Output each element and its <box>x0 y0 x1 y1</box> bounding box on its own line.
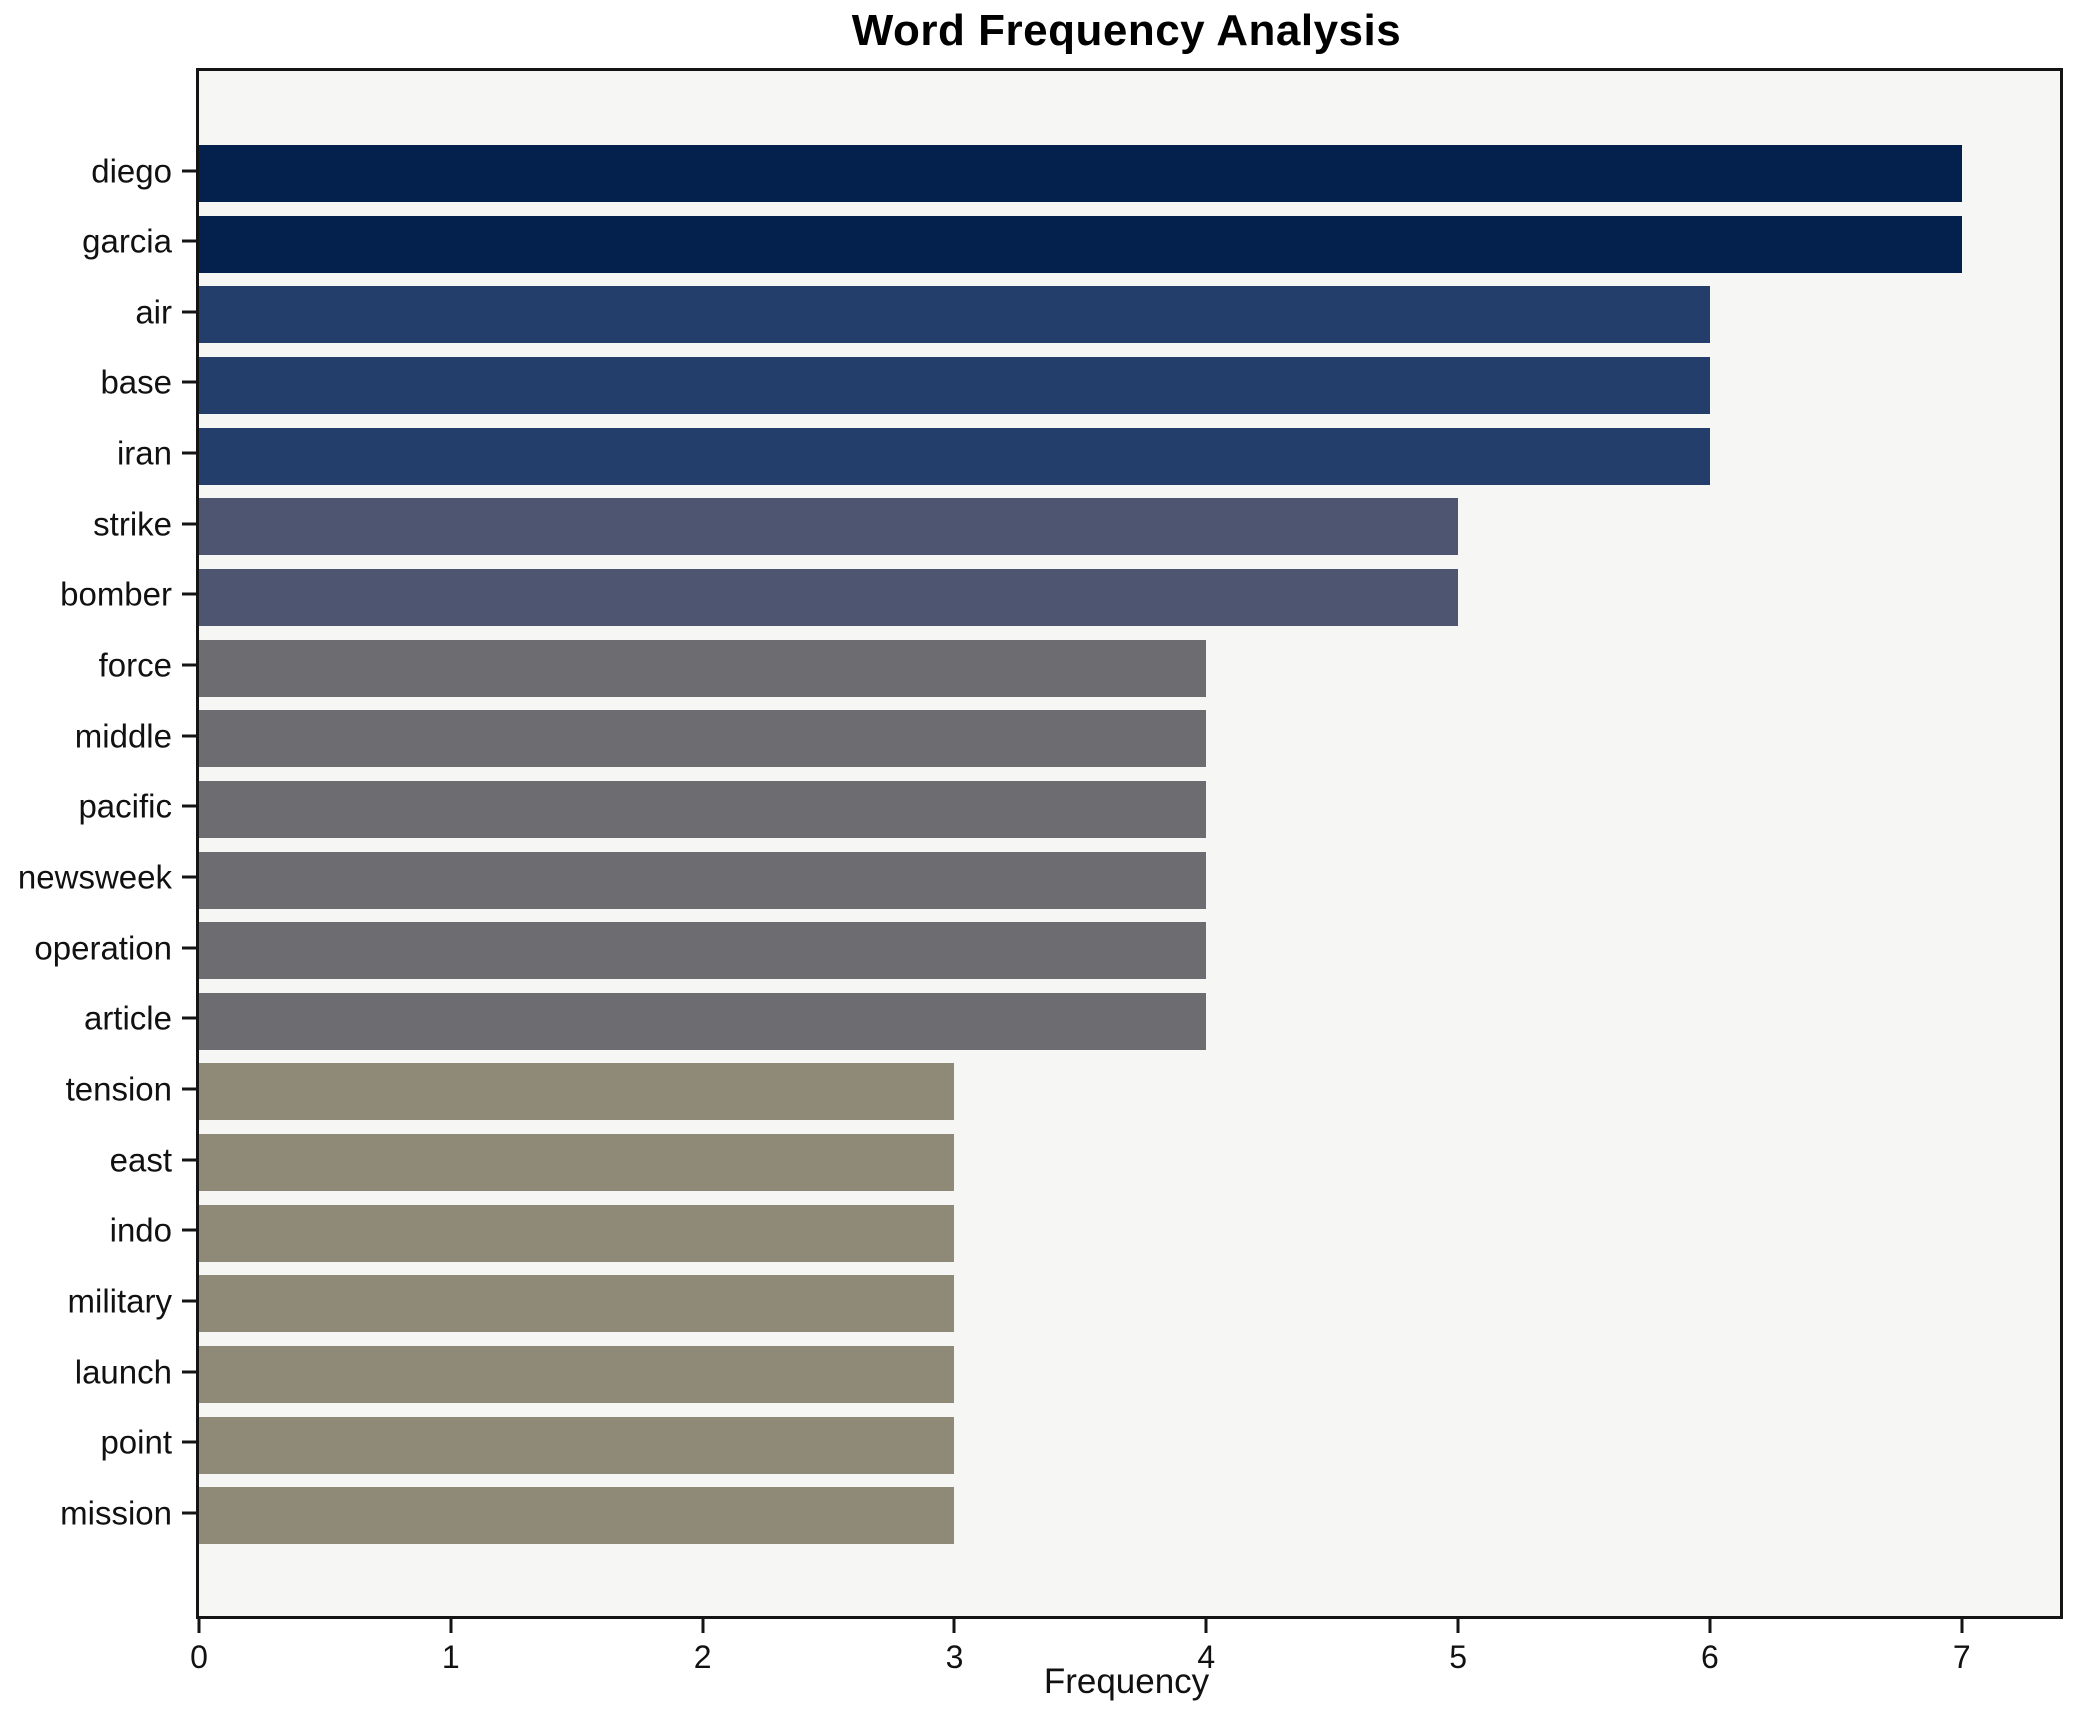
x-tick-label-6: 6 <box>1701 1639 1719 1675</box>
bar-iran <box>199 427 1710 485</box>
x-tick-mark-3 <box>952 1619 956 1633</box>
bar-operation <box>199 922 1207 980</box>
y-tick-mark-diego <box>182 169 196 172</box>
x-tick-mark-1 <box>449 1619 453 1633</box>
bar-article <box>199 992 1207 1050</box>
x-tick-label-1: 1 <box>441 1639 460 1675</box>
y-tick-label-newsweek: newsweek <box>17 858 172 896</box>
bar-indo <box>199 1204 955 1262</box>
x-tick-label-7: 7 <box>1952 1639 1971 1675</box>
bar-air <box>199 286 1710 344</box>
x-tick-mark-6 <box>1708 1619 1712 1633</box>
x-tick-label-2: 2 <box>693 1639 712 1675</box>
y-tick-mark-military <box>182 1299 196 1303</box>
x-tick-label-3: 3 <box>945 1639 964 1675</box>
y-tick-mark-strike <box>182 522 196 526</box>
bar-pacific <box>199 780 1207 838</box>
y-tick-mark-newsweek <box>182 875 196 879</box>
y-tick-label-iran: iran <box>116 434 172 472</box>
bar-tension <box>199 1063 955 1121</box>
y-tick-mark-launch <box>182 1370 196 1374</box>
x-axis-title: Frequency <box>1043 1662 1210 1701</box>
y-tick-label-air: air <box>135 293 172 331</box>
y-tick-label-garcia: garcia <box>82 222 172 260</box>
bar-middle <box>199 710 1207 768</box>
y-tick-label-indo: indo <box>109 1211 172 1249</box>
y-tick-label-strike: strike <box>93 505 172 543</box>
y-tick-label-base: base <box>100 363 172 401</box>
bar-east <box>199 1134 955 1192</box>
x-tick-mark-5 <box>1456 1619 1460 1633</box>
y-tick-mark-tension <box>182 1087 196 1091</box>
y-tick-label-middle: middle <box>74 717 172 755</box>
bar-force <box>199 639 1207 697</box>
y-tick-label-military: military <box>67 1282 173 1320</box>
bar-base <box>199 356 1710 414</box>
y-tick-mark-pacific <box>182 804 196 808</box>
bar-strike <box>199 498 1459 556</box>
plot-area <box>196 68 2063 1619</box>
x-tick-label-4: 4 <box>1197 1639 1216 1675</box>
y-tick-label-east: east <box>109 1141 172 1179</box>
bar-point <box>199 1416 955 1474</box>
x-tick-mark-2 <box>701 1619 705 1633</box>
bar-mission <box>199 1487 955 1545</box>
y-tick-label-force: force <box>98 646 172 684</box>
bar-launch <box>199 1346 955 1404</box>
y-tick-label-article: article <box>83 999 172 1037</box>
y-tick-mark-air <box>182 310 196 314</box>
y-tick-mark-article <box>182 1016 196 1020</box>
y-tick-mark-iran <box>182 451 196 455</box>
x-tick-label-0: 0 <box>190 1639 208 1675</box>
x-tick-label-5: 5 <box>1449 1639 1468 1675</box>
bar-diego <box>199 145 1962 202</box>
y-tick-mark-force <box>182 663 196 667</box>
y-tick-mark-mission <box>182 1511 196 1515</box>
y-tick-mark-east <box>182 1158 196 1162</box>
y-tick-label-mission: mission <box>60 1494 172 1532</box>
y-tick-mark-operation <box>182 946 196 950</box>
bar-bomber <box>199 568 1459 626</box>
bar-garcia <box>199 215 1962 273</box>
y-tick-mark-base <box>182 380 196 384</box>
bar-newsweek <box>199 851 1207 909</box>
y-tick-label-diego: diego <box>91 152 172 189</box>
y-tick-label-point: point <box>100 1423 172 1461</box>
y-tick-mark-bomber <box>182 592 196 596</box>
y-tick-mark-point <box>182 1440 196 1444</box>
y-tick-label-operation: operation <box>34 929 172 967</box>
x-tick-mark-7 <box>1960 1619 1964 1633</box>
chart-title: Word Frequency Analysis <box>851 6 1402 55</box>
y-tick-mark-middle <box>182 734 196 738</box>
y-tick-label-launch: launch <box>74 1353 172 1391</box>
y-tick-label-bomber: bomber <box>60 575 172 613</box>
x-tick-mark-0 <box>197 1619 201 1633</box>
y-tick-label-tension: tension <box>65 1070 172 1108</box>
bar-military <box>199 1275 955 1333</box>
y-tick-label-pacific: pacific <box>78 787 172 825</box>
y-tick-mark-garcia <box>182 239 196 243</box>
x-tick-mark-4 <box>1204 1619 1208 1633</box>
y-tick-mark-indo <box>182 1228 196 1232</box>
